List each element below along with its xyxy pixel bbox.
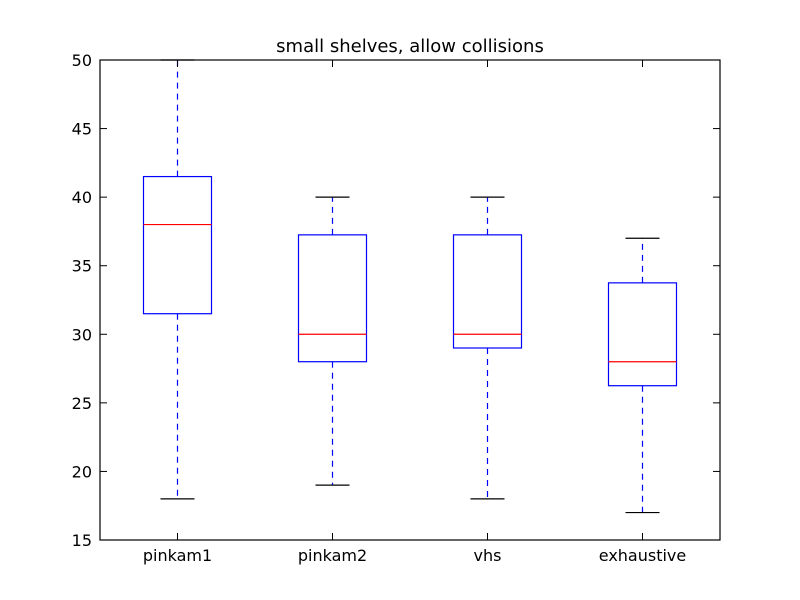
y-tick-label: 35: [72, 257, 92, 276]
x-tick-label-vhs: vhs: [474, 546, 502, 565]
box-pinkam1: [142, 175, 213, 315]
y-tick-label: 30: [72, 325, 92, 344]
box-exhaustive: [607, 282, 678, 387]
y-tick-label: 40: [72, 188, 92, 207]
axes-frame: [99, 59, 721, 541]
x-tick-label-pinkam2: pinkam2: [298, 546, 367, 565]
y-tick-label: 50: [72, 51, 92, 70]
y-tick-label: 45: [72, 120, 92, 139]
plot-area: 15 20 25 30 35 40 45 50 pinkam1 pinkam2 vhs exhaust…: [72, 51, 721, 565]
box-vhs: [452, 234, 523, 349]
y-tick-label: 15: [72, 531, 92, 550]
chart-title: small shelves, allow collisions: [276, 36, 544, 57]
y-tick-label: 20: [72, 462, 92, 481]
box-pinkam2: [297, 234, 368, 363]
x-tick-label-pinkam1: pinkam1: [143, 546, 212, 565]
x-tick-label-exhaustive: exhaustive: [599, 546, 686, 565]
y-tick-label: 25: [72, 394, 92, 413]
